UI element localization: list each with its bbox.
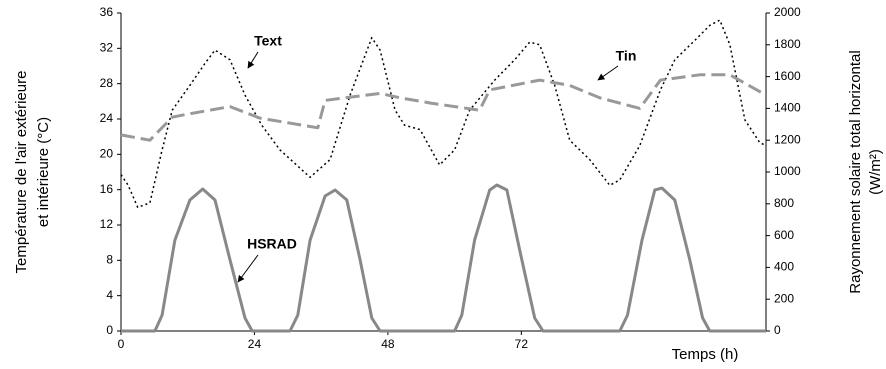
y-tick-label: 24 — [100, 111, 114, 125]
y2-tick-label: 600 — [774, 228, 794, 242]
annotation-arrow — [247, 51, 259, 69]
y-tick-label: 4 — [106, 288, 113, 302]
y-tick-label: 12 — [100, 217, 114, 231]
y2-tick-label: 2000 — [774, 5, 801, 19]
series-line — [121, 183, 766, 333]
y-tick-label: 20 — [100, 147, 114, 161]
y2-axis-label: Rayonnement solaire total horizontal — [847, 50, 864, 293]
annotation-arrow — [597, 65, 619, 81]
y2-tick-label: 1800 — [774, 37, 801, 51]
y-tick-label: 16 — [100, 182, 114, 196]
y2-tick-label: 1600 — [774, 69, 801, 83]
y-tick-label: 28 — [100, 76, 114, 90]
y2-tick-label: 0 — [774, 323, 781, 337]
y-tick-label: 36 — [100, 5, 114, 19]
y-axis-label: Température de l'air extérieure — [13, 71, 30, 274]
y2-tick-label: 1000 — [774, 164, 801, 178]
y-tick-label: 32 — [100, 41, 114, 55]
x-tick-label: 72 — [515, 337, 529, 351]
annotation: HSRAD — [247, 236, 297, 252]
x-tick-label: 48 — [381, 337, 395, 351]
y2-tick-label: 400 — [774, 260, 794, 274]
series-line — [120, 73, 767, 142]
y-tick-label: 0 — [106, 323, 113, 337]
annotation-arrow — [237, 254, 259, 283]
y-tick-label: 8 — [106, 253, 113, 267]
y2-tick-label: 200 — [774, 291, 794, 305]
y-axis-label: et intérieure (°C) — [35, 117, 52, 227]
y2-tick-label: 1400 — [774, 101, 801, 115]
y2-tick-label: 800 — [774, 196, 794, 210]
x-tick-label: 24 — [248, 337, 262, 351]
annotation: Text — [254, 33, 282, 49]
y2-tick-label: 1200 — [774, 132, 801, 146]
y2-axis-label: (W/m²) — [867, 149, 884, 195]
x-tick-label: 0 — [118, 337, 125, 351]
x-axis-label: Temps (h) — [672, 346, 739, 363]
annotation: Tin — [616, 48, 637, 64]
series-line — [120, 19, 767, 209]
